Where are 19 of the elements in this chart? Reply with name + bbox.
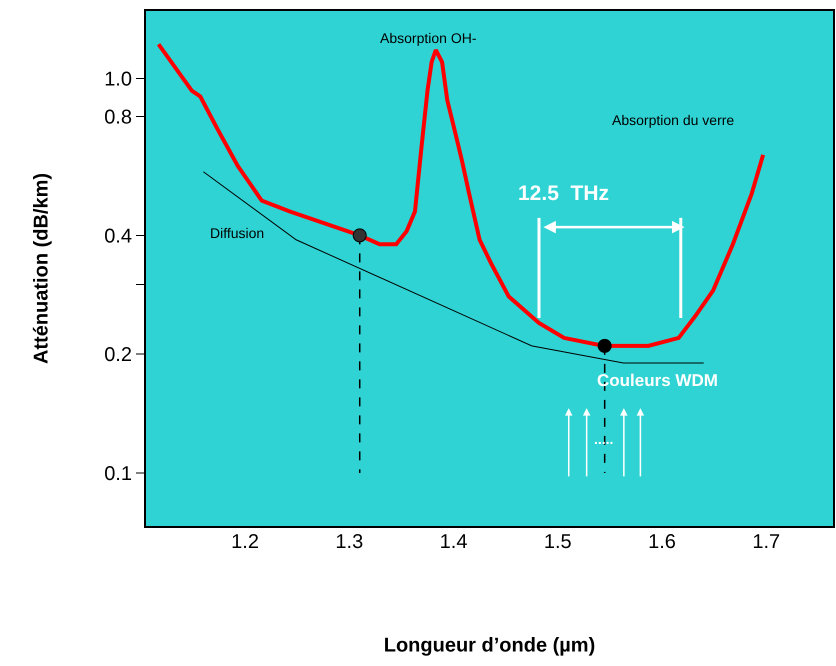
- y-tick-label: 0.8: [104, 106, 132, 129]
- y-axis-title: Atténuation (dB/km): [30, 172, 53, 364]
- y-tick-label: 1.0: [104, 68, 132, 90]
- annotation: Diffusion: [210, 225, 264, 241]
- annotation: Absorption OH-: [380, 30, 477, 46]
- x-tick-label: 1.6: [648, 531, 676, 553]
- annotation: Couleurs WDM: [597, 371, 718, 390]
- y-tick-label: 0.4: [104, 225, 132, 248]
- x-tick-label: 1.7: [752, 531, 780, 553]
- x-tick-label: 1.5: [544, 531, 572, 553]
- y-tick-label: 0.2: [104, 344, 132, 366]
- x-axis-title: Longueur d’onde (µm): [384, 634, 596, 656]
- x-tick-label: 1.3: [335, 531, 364, 553]
- x-tick-label: 1.2: [231, 531, 259, 553]
- x-tick-label: 1.4: [440, 531, 468, 553]
- annotation: 12.5 THz: [518, 182, 610, 205]
- line-series: [202, 171, 704, 364]
- annotation: Absorption du verre: [612, 112, 734, 128]
- y-tick-label: 0.1: [104, 463, 132, 486]
